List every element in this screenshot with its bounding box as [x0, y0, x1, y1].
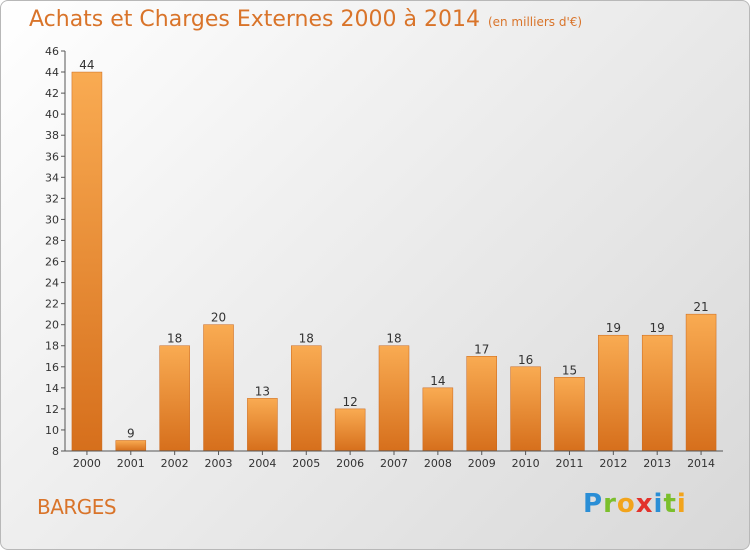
x-tick-label: 2011	[555, 457, 583, 470]
bar-value-label: 19	[650, 321, 665, 335]
bar-value-label: 14	[430, 374, 445, 388]
bar-value-label: 18	[386, 332, 401, 346]
chart-title-text: Achats et Charges Externes 2000 à 2014	[29, 7, 480, 32]
y-tick-label: 16	[45, 361, 59, 374]
bar-2004	[247, 398, 278, 452]
proxiti-logo: Proxiti	[583, 489, 687, 519]
x-tick-label: 2009	[468, 457, 496, 470]
x-tick-label: 2010	[512, 457, 540, 470]
y-tick-label: 22	[45, 298, 59, 311]
x-tick-label: 2001	[117, 457, 145, 470]
bar-2003	[203, 324, 234, 452]
y-tick-label: 18	[45, 340, 59, 353]
x-tick-label: 2014	[687, 457, 715, 470]
y-tick-label: 46	[45, 45, 59, 58]
x-axis-ticks: 2000 2001 2002 2003 2004 2005 2006 2007 2008 2009…	[73, 451, 715, 470]
bar-2012	[598, 334, 629, 452]
y-tick-label: 44	[45, 66, 59, 79]
y-axis-ticks: 8 10 12 14 16 18 20 22 24 26 28 30 32 34 36 38 40 42 44 46	[45, 45, 65, 458]
bar-2014	[685, 313, 717, 452]
x-tick-label: 2000	[73, 457, 101, 470]
chart-subtitle: (en milliers d'€)	[487, 15, 583, 29]
bar-value-label: 16	[518, 353, 533, 367]
y-tick-label: 40	[45, 108, 59, 121]
x-tick-label: 2013	[643, 457, 671, 470]
y-tick-label: 28	[45, 234, 59, 247]
y-tick-label: 38	[45, 129, 59, 142]
x-tick-label: 2004	[248, 457, 276, 470]
y-tick-label: 8	[52, 445, 59, 458]
y-tick-label: 30	[45, 213, 59, 226]
bar-value-label: 13	[255, 384, 270, 398]
x-tick-label: 2012	[599, 457, 627, 470]
bar-2008	[422, 387, 454, 452]
x-tick-label: 2006	[336, 457, 364, 470]
x-tick-label: 2007	[380, 457, 408, 470]
chart-title: Achats et Charges Externes 2000 à 2014 (e…	[29, 7, 582, 32]
x-tick-label: 2005	[292, 457, 320, 470]
bar-2006	[334, 408, 366, 452]
bars-group: 44 9 18 20 13 18 12 18 14 17 16 15 19 19 21	[71, 58, 717, 452]
bar-value-label: 18	[299, 332, 314, 346]
bar-value-label: 15	[562, 363, 577, 377]
bar-value-label: 18	[167, 332, 182, 346]
place-name: BARGES	[37, 495, 117, 519]
bar-2007	[378, 345, 410, 452]
bar-value-label: 12	[342, 395, 357, 409]
bar-2010	[510, 366, 541, 452]
y-tick-label: 10	[45, 424, 59, 437]
x-tick-label: 2003	[205, 457, 233, 470]
bar-2009	[466, 356, 497, 452]
y-tick-label: 32	[45, 192, 59, 205]
bar-value-label: 19	[606, 321, 621, 335]
bar-value-label: 21	[693, 300, 708, 314]
bar-2000	[71, 71, 103, 452]
bar-value-label: 17	[474, 342, 489, 356]
x-tick-label: 2002	[161, 457, 189, 470]
bar-2013	[641, 334, 673, 452]
bar-value-label: 20	[211, 311, 226, 325]
bar-value-label: 44	[79, 58, 94, 72]
bar-2011	[554, 377, 585, 452]
bar-2001	[115, 440, 147, 452]
bar-2005	[291, 345, 322, 452]
y-tick-label: 20	[45, 319, 59, 332]
y-tick-label: 36	[45, 150, 59, 163]
y-tick-label: 12	[45, 403, 59, 416]
bar-2002	[159, 345, 190, 452]
bar-value-label: 9	[127, 426, 135, 440]
y-tick-label: 42	[45, 87, 59, 100]
x-tick-label: 2008	[424, 457, 452, 470]
y-tick-label: 34	[45, 171, 59, 184]
y-tick-label: 26	[45, 256, 59, 269]
y-tick-label: 24	[45, 277, 59, 290]
y-tick-label: 14	[45, 382, 59, 395]
